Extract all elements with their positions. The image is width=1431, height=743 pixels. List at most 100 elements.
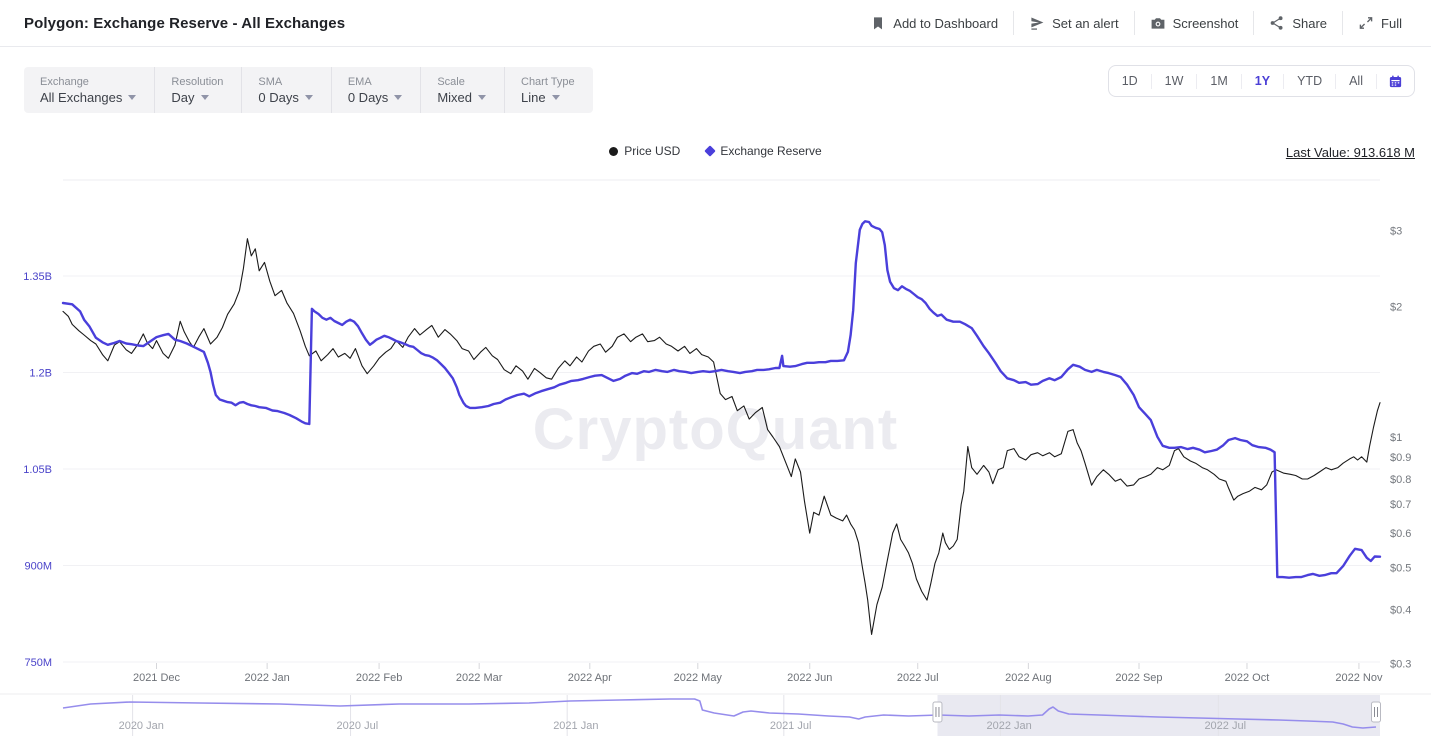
left-axis-tick-label: 900M	[24, 560, 52, 572]
x-axis-tick-label: 2022 Feb	[356, 672, 402, 684]
x-axis-tick-label: 2022 Jan	[245, 672, 290, 684]
filter-ema[interactable]: EMA 0 Days	[330, 67, 420, 113]
filter-sma[interactable]: SMA 0 Days	[241, 67, 330, 113]
x-axis-tick-label: 2022 May	[674, 672, 723, 684]
filter-exchange[interactable]: Exchange All Exchanges	[24, 67, 154, 113]
legend-label: Price USD	[624, 144, 681, 158]
filter-label: Chart Type	[521, 75, 575, 88]
chevron-down-icon	[551, 94, 560, 100]
range-all[interactable]: All	[1349, 74, 1363, 88]
right-axis-tick-label: $0.9	[1390, 452, 1411, 464]
right-axis-tick-label: $3	[1390, 225, 1402, 237]
action-share[interactable]: Share	[1254, 15, 1342, 31]
right-axis-tick-label: $1	[1390, 432, 1402, 444]
camera-icon	[1150, 15, 1166, 31]
filter-value: Mixed	[437, 89, 486, 106]
left-axis-tick-label: 1.35B	[23, 271, 52, 283]
action-add-to-dashboard[interactable]: Add to Dashboard	[855, 15, 1013, 31]
action-full[interactable]: Full	[1343, 15, 1417, 31]
chevron-down-icon	[478, 94, 486, 100]
series-exchange-reserve	[61, 220, 1382, 579]
range-ytd[interactable]: YTD	[1297, 74, 1323, 88]
range-1m[interactable]: 1M	[1210, 74, 1228, 88]
navigator-handle-right[interactable]	[1371, 701, 1381, 723]
range-divider	[1335, 73, 1337, 89]
chart-legend: Price USD Exchange Reserve	[0, 144, 1431, 158]
filter-scale[interactable]: Scale Mixed	[420, 67, 504, 113]
header-actions: Add to Dashboard Set an alert Screenshot Sh…	[855, 11, 1417, 35]
action-label: Set an alert	[1052, 15, 1119, 31]
range-divider	[1150, 73, 1152, 89]
navigator-tick-label: 2020 Jan	[119, 720, 164, 732]
filter-value-text: Line	[521, 89, 546, 105]
filter-value-text: All Exchanges	[40, 89, 123, 105]
range-divider	[1376, 73, 1377, 89]
filter-label: EMA	[347, 75, 372, 88]
filter-toolbar: Exchange All Exchanges Resolution Day SMA 0 D…	[24, 67, 593, 113]
x-axis-tick-label: 2022 Mar	[456, 672, 503, 684]
page-title: Polygon: Exchange Reserve - All Exchange…	[24, 14, 346, 32]
range-1w[interactable]: 1W	[1164, 74, 1184, 88]
x-axis-tick-label: 2022 Jul	[897, 672, 939, 684]
navigator-series	[62, 698, 1377, 729]
filter-label: Exchange	[40, 75, 89, 88]
navigator-tick-label: 2022 Jul	[1204, 720, 1246, 732]
range-divider	[1283, 73, 1285, 89]
share-icon	[1269, 15, 1285, 31]
filter-value: 0 Days	[347, 89, 403, 106]
filter-resolution[interactable]: Resolution Day	[154, 67, 241, 113]
filter-value-text: 0 Days	[347, 89, 389, 105]
right-axis-tick-label: $0.4	[1390, 604, 1411, 616]
navigator-tick-label: 2020 Jul	[337, 720, 379, 732]
filter-value-text: Day	[171, 89, 195, 105]
action-divider	[1342, 11, 1344, 35]
range-divider	[1196, 73, 1198, 89]
action-label: Screenshot	[1172, 15, 1239, 31]
range-1d[interactable]: 1D	[1121, 74, 1138, 88]
filter-value: Day	[171, 89, 223, 106]
x-axis-tick-label: 2022 Apr	[568, 672, 612, 684]
calendar-icon[interactable]	[1377, 74, 1414, 89]
legend-label: Exchange Reserve	[720, 144, 822, 158]
range-divider	[1240, 73, 1242, 89]
alert-icon	[1029, 15, 1045, 31]
expand-icon	[1358, 15, 1374, 31]
circle-marker-icon	[609, 146, 619, 156]
filter-value-text: Mixed	[437, 89, 472, 105]
navigator-tick-label: 2021 Jul	[770, 720, 812, 732]
action-label: Share	[1292, 15, 1328, 31]
range-1y[interactable]: 1Y	[1254, 74, 1271, 88]
filter-label: Scale	[437, 75, 465, 88]
navigator-handle-left[interactable]	[932, 701, 943, 723]
legend-item-price-usd[interactable]: Price USD	[609, 144, 680, 158]
right-axis-tick-label: $0.7	[1390, 499, 1411, 511]
action-screenshot[interactable]: Screenshot	[1135, 15, 1254, 31]
filter-value: Line	[521, 89, 575, 106]
navigator-tick-label: 2022 Jan	[986, 720, 1031, 732]
right-axis-tick-label: $0.3	[1390, 658, 1411, 670]
x-axis-tick-label: 2022 Sep	[1115, 672, 1162, 684]
last-value-link[interactable]: Last Value: 913.618 M	[1285, 145, 1415, 160]
filter-value-text: 0 Days	[258, 89, 299, 105]
bookmark-icon	[870, 15, 886, 31]
x-axis-tick-label: 2021 Dec	[133, 672, 181, 684]
right-axis-tick-label: $0.5	[1390, 562, 1411, 574]
x-axis-tick-label: 2022 Jun	[787, 672, 832, 684]
navigator-tick-label: 2021 Jan	[553, 720, 598, 732]
action-divider	[1013, 11, 1015, 35]
filter-chart-type[interactable]: Chart Type Line	[504, 67, 593, 113]
series-price-usd	[62, 238, 1381, 635]
chevron-down-icon	[304, 94, 313, 100]
action-set-an-alert[interactable]: Set an alert	[1014, 15, 1134, 31]
chevron-down-icon	[394, 94, 403, 100]
x-axis-tick-label: 2022 Nov	[1335, 672, 1383, 684]
x-axis-tick-label: 2022 Oct	[1225, 672, 1270, 684]
right-axis-tick-label: $2	[1390, 302, 1402, 314]
chevron-down-icon	[128, 94, 137, 100]
left-axis-tick-label: 1.2B	[29, 367, 52, 379]
right-axis-tick-label: $0.8	[1390, 474, 1411, 486]
filter-label: SMA	[258, 75, 283, 88]
legend-item-exchange-reserve[interactable]: Exchange Reserve	[704, 144, 822, 158]
